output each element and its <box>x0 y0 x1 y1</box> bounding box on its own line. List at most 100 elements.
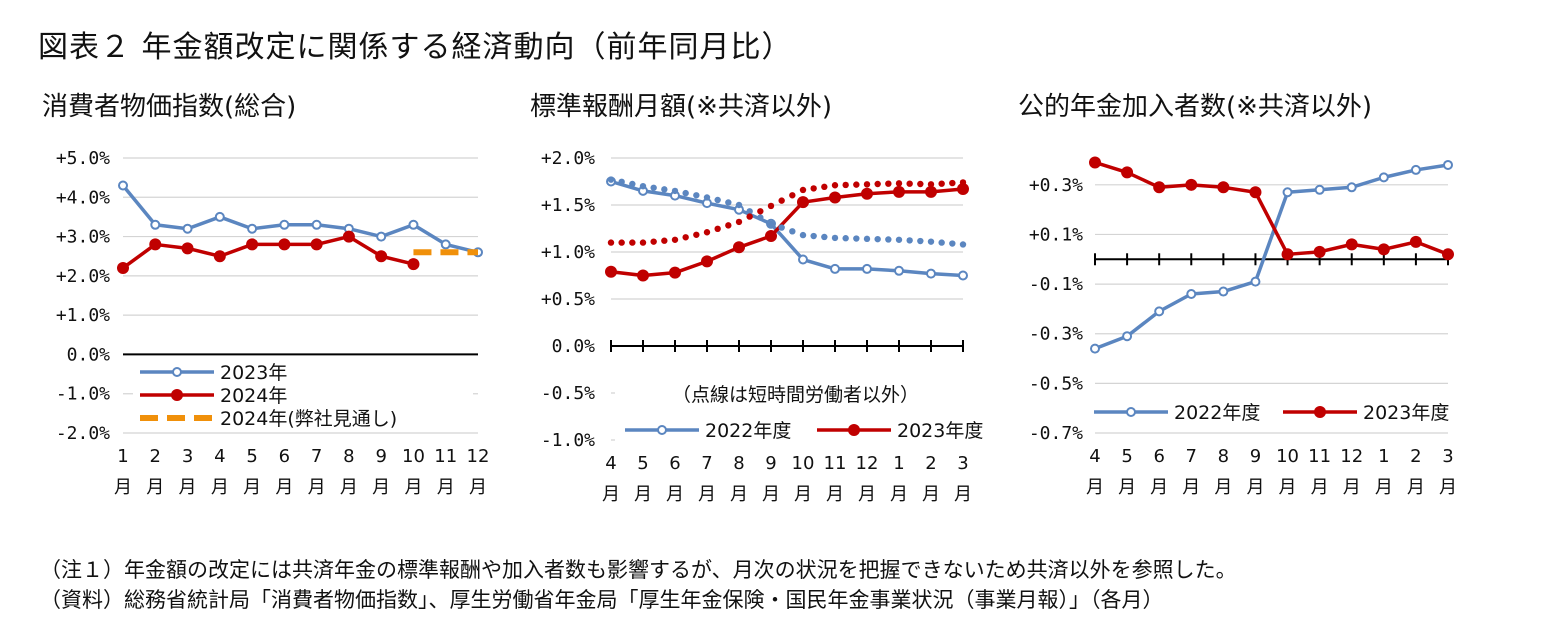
chart2-series-3-dot <box>810 232 817 240</box>
chart1-xtick-unit: 月 <box>114 477 132 498</box>
chart3-series-2-point <box>1249 186 1262 199</box>
chart2-xtick-label: 12 <box>856 453 879 474</box>
chart1-xtick-label: 7 <box>311 446 322 467</box>
chart3-ytick-label: -0.7% <box>1029 423 1083 444</box>
chart3-legend-2022-label: 2022年度 <box>1174 402 1260 424</box>
chart1-series-1-point <box>311 219 322 230</box>
chart2-series-3-dot <box>682 189 689 197</box>
chart2-series-4-dot <box>661 237 668 244</box>
chart1-series-2-point <box>310 238 323 251</box>
chart2-xtick-label: 3 <box>957 453 968 474</box>
footnote-1: （注１）年金額の改定には共済年金の標準報酬や加入者数も影響するが、月次の状況を把… <box>40 558 1237 582</box>
chart2-legend-bg <box>615 372 995 444</box>
chart1-series-2-point <box>117 262 129 274</box>
chart2-series-4-dot <box>821 183 828 191</box>
chart1-xtick-unit: 月 <box>404 477 422 498</box>
chart1-ytick-label: 0.0% <box>67 344 111 365</box>
chart1-series-1-point <box>376 231 387 242</box>
chart1-series-2-point <box>246 238 259 251</box>
chart2-series-1-point <box>830 263 840 274</box>
chart1-ytick-label: +4.0% <box>56 187 110 208</box>
chart2-series-3-dot <box>725 199 732 206</box>
chart1-legend-2024-marker <box>171 389 183 401</box>
chart2-series-4-dot <box>703 229 711 236</box>
chart2-series-3-dot <box>863 235 871 243</box>
chart3-series-1-point <box>1154 306 1165 317</box>
chart2-legend-2023-label: 2023年度 <box>897 420 983 442</box>
chart2-series-3-dot <box>799 231 807 239</box>
chart1-xtick-label: 5 <box>246 446 257 467</box>
chart3-series-2-point <box>1089 156 1101 169</box>
chart1-xtick-label: 2 <box>150 446 161 467</box>
chart2-series-3-dot <box>757 214 764 221</box>
chart2-series-3-dot <box>778 224 785 231</box>
chart1-xtick-unit: 月 <box>469 477 487 498</box>
chart1-xtick-label: 4 <box>214 446 225 467</box>
chart2-xtick-unit: 月 <box>954 484 972 505</box>
chart2-series-1-line <box>610 179 964 278</box>
chart2-series-4-dot <box>906 180 913 187</box>
chart3-series-1-point <box>1250 276 1261 287</box>
chart2-series-1-point <box>894 265 904 276</box>
chart1-xtick-label: 11 <box>434 446 457 467</box>
chart1-series-2-point <box>278 238 291 251</box>
chart2-series-1-point <box>926 268 936 279</box>
chart3-series-2-point <box>1377 243 1390 256</box>
chart2-series-3-dot <box>703 194 711 201</box>
chart2-series-4-dot <box>629 239 636 246</box>
chart1-legend-2023-label: 2023年 <box>220 362 287 384</box>
chart2-xtick-label: 5 <box>637 453 648 474</box>
chart2-series-4-dot <box>714 225 721 233</box>
chart1-xtick-unit: 月 <box>146 477 164 498</box>
chart2-series-4-dot <box>671 236 679 243</box>
chart2-xtick-unit: 月 <box>602 484 620 505</box>
chart3-ytick-label: -0.1% <box>1029 274 1083 295</box>
chart2-series-2-point <box>925 185 937 198</box>
chart3-series-2-point <box>1121 166 1134 179</box>
chart2-series-4-dot <box>895 180 903 187</box>
chart3-series-2-point <box>1409 235 1422 248</box>
chart2-series-3-dot <box>714 196 721 204</box>
chart1-series-2-point <box>149 238 162 251</box>
chart2-series-4-dot <box>810 185 817 192</box>
chart2-series-1-point <box>958 270 968 281</box>
chart3-series-2-point <box>1217 181 1230 194</box>
chart3-xtick-label: 4 <box>1089 446 1100 467</box>
chart1-xtick-label: 9 <box>375 446 386 467</box>
chart3-series-2-point <box>1153 181 1166 194</box>
chart2-legend-2022-marker <box>657 425 667 435</box>
chart2-series-4-dot <box>618 239 625 246</box>
chart1-title: 消費者物価指数(総合) <box>42 92 297 122</box>
chart2-ytick-label: -0.5% <box>541 383 595 404</box>
chart2-series-4-dot <box>853 181 860 188</box>
chart2-xtick-label: 11 <box>824 453 847 474</box>
chart1-series-2-point <box>342 230 355 243</box>
chart2-xtick-unit: 月 <box>794 484 812 505</box>
chart2-series-3-dot <box>693 192 700 199</box>
chart2-series-4-dot <box>789 192 796 199</box>
chart2-series-4-dot <box>917 180 924 188</box>
chart1-xtick-label: 1 <box>117 446 128 467</box>
chart3-legend-2022-marker <box>1126 407 1136 417</box>
chart1-xtick-unit: 月 <box>211 477 229 498</box>
chart2-series-3-dot <box>671 187 679 195</box>
chart1-xtick-unit: 月 <box>308 477 326 498</box>
chart2-legend-2023-marker <box>848 424 860 436</box>
chart2-series-4-dot <box>874 180 881 188</box>
chart2-ytick-label: +2.0% <box>541 148 595 169</box>
chart2-series-4-dot <box>927 181 935 188</box>
chart2-series-4-dot <box>607 239 615 246</box>
chart3-xtick-unit: 月 <box>1311 477 1329 498</box>
chart3-xtick-unit: 月 <box>1439 477 1457 498</box>
chart2-series-4-dot <box>757 208 764 215</box>
chart2-series-4-dot <box>778 197 785 204</box>
chart3-series-1-point <box>1346 182 1357 193</box>
chart3-xtick-unit: 月 <box>1407 477 1425 498</box>
chart2-series-3-dot <box>874 235 881 243</box>
chart1-series-1-point <box>408 219 419 230</box>
chart2-series-2-point <box>637 269 649 282</box>
chart2-series-3-dot <box>821 233 828 241</box>
chart3-xtick-label: 6 <box>1153 446 1164 467</box>
chart3-title: 公的年金加入者数(※共済以外) <box>1018 92 1373 122</box>
